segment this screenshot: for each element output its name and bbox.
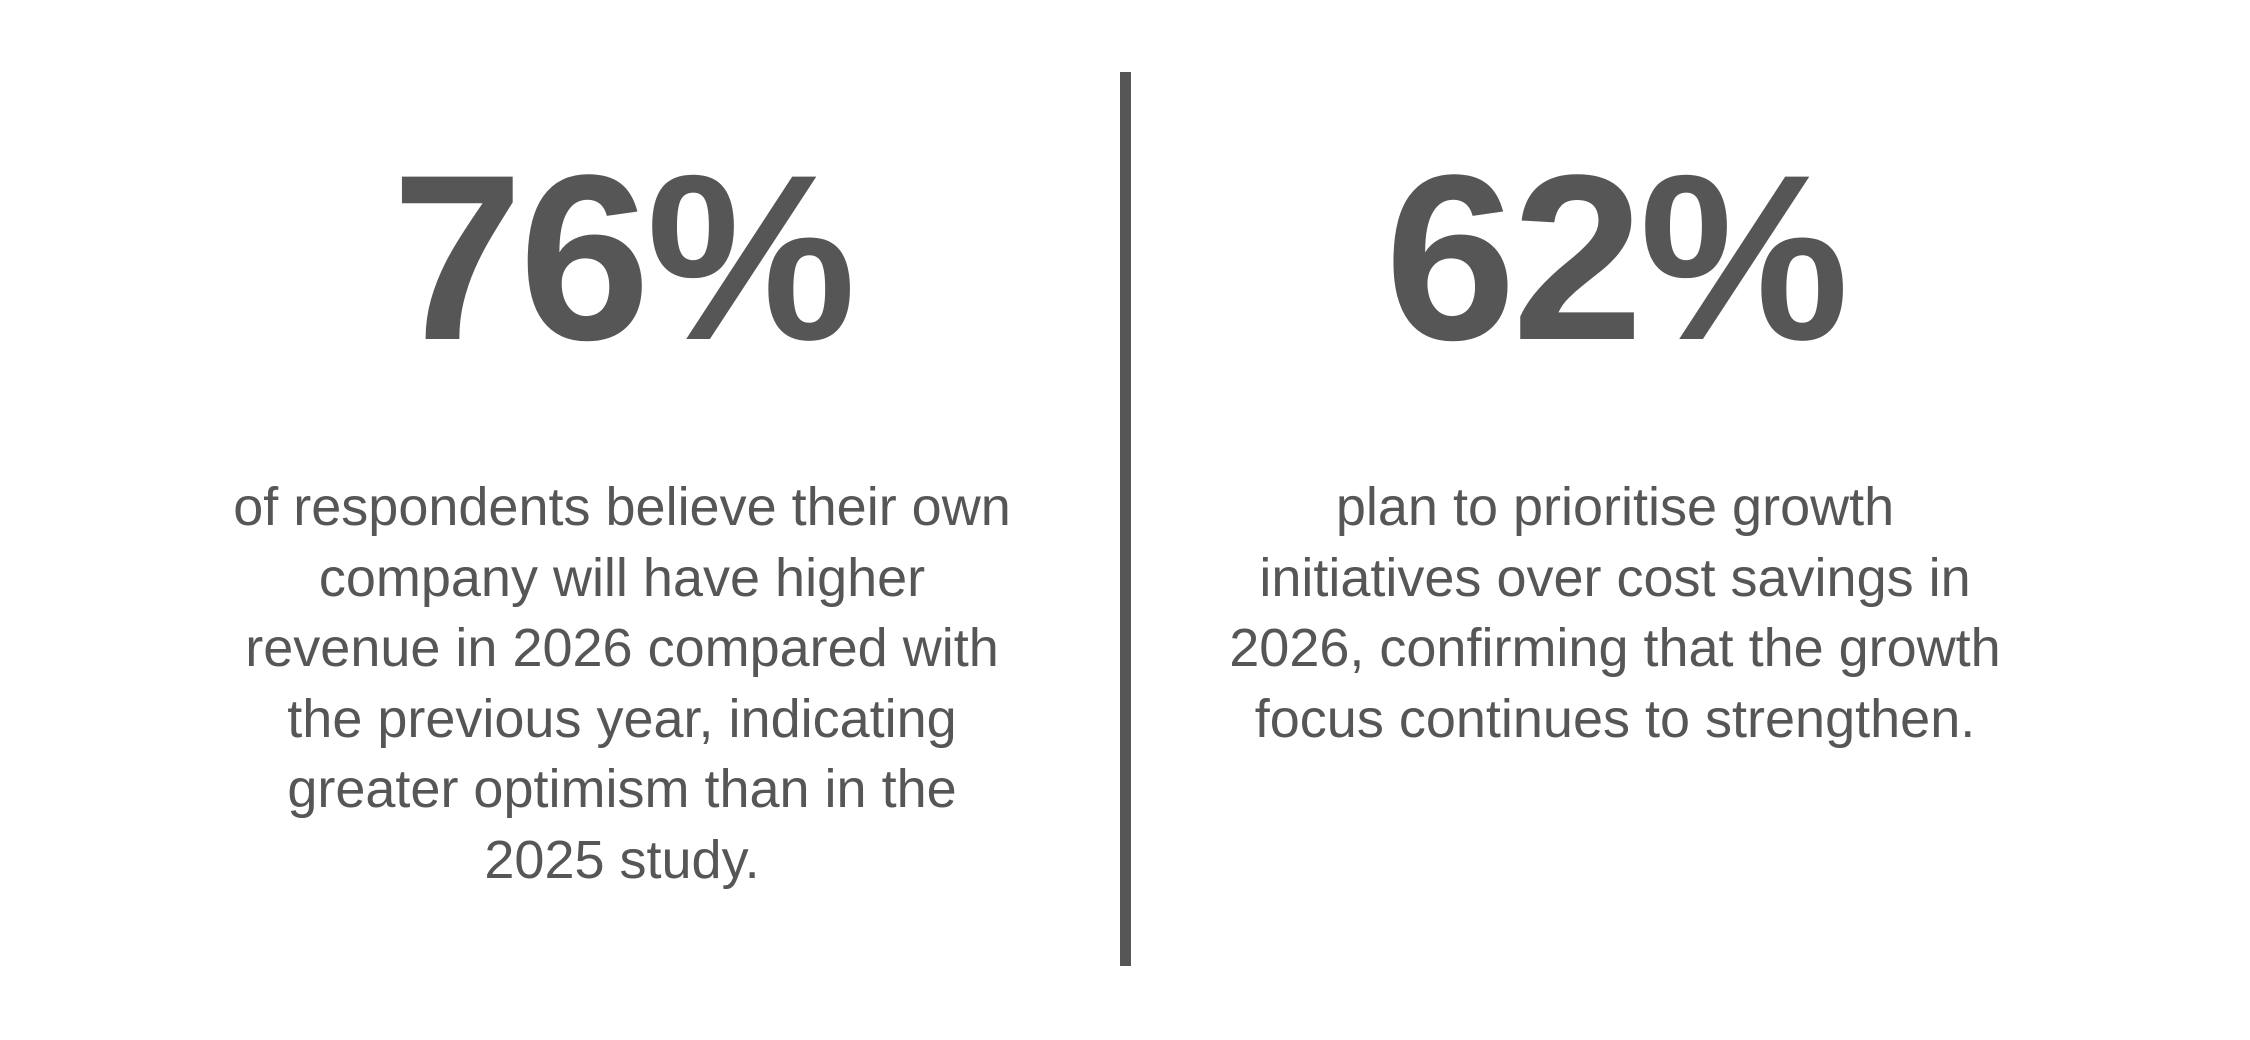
description-line: 2026, confirming that the growth xyxy=(1229,618,2001,678)
stat-figure: 62% xyxy=(1384,126,1849,390)
stat-figure: 76% xyxy=(391,126,856,390)
stat-description: plan to prioritise growth initiatives ove… xyxy=(1115,472,2115,754)
description-line: 2025 study. xyxy=(484,829,760,890)
description-line: focus continues to strengthen. xyxy=(1254,688,1976,749)
description-line: initiatives over cost savings in xyxy=(1259,547,1971,608)
description-line: of respondents believe their own xyxy=(233,477,1011,537)
description-line: company will have higher xyxy=(318,547,926,608)
divider xyxy=(1120,72,1131,966)
description-line: the previous year, indicating xyxy=(287,688,957,749)
description-line: plan to prioritise growth xyxy=(1335,477,1895,537)
stat-description: of respondents believe their own company … xyxy=(122,472,1122,895)
description-line: greater optimism than in the xyxy=(287,759,957,819)
description-line: revenue in 2026 compared with xyxy=(245,618,999,678)
